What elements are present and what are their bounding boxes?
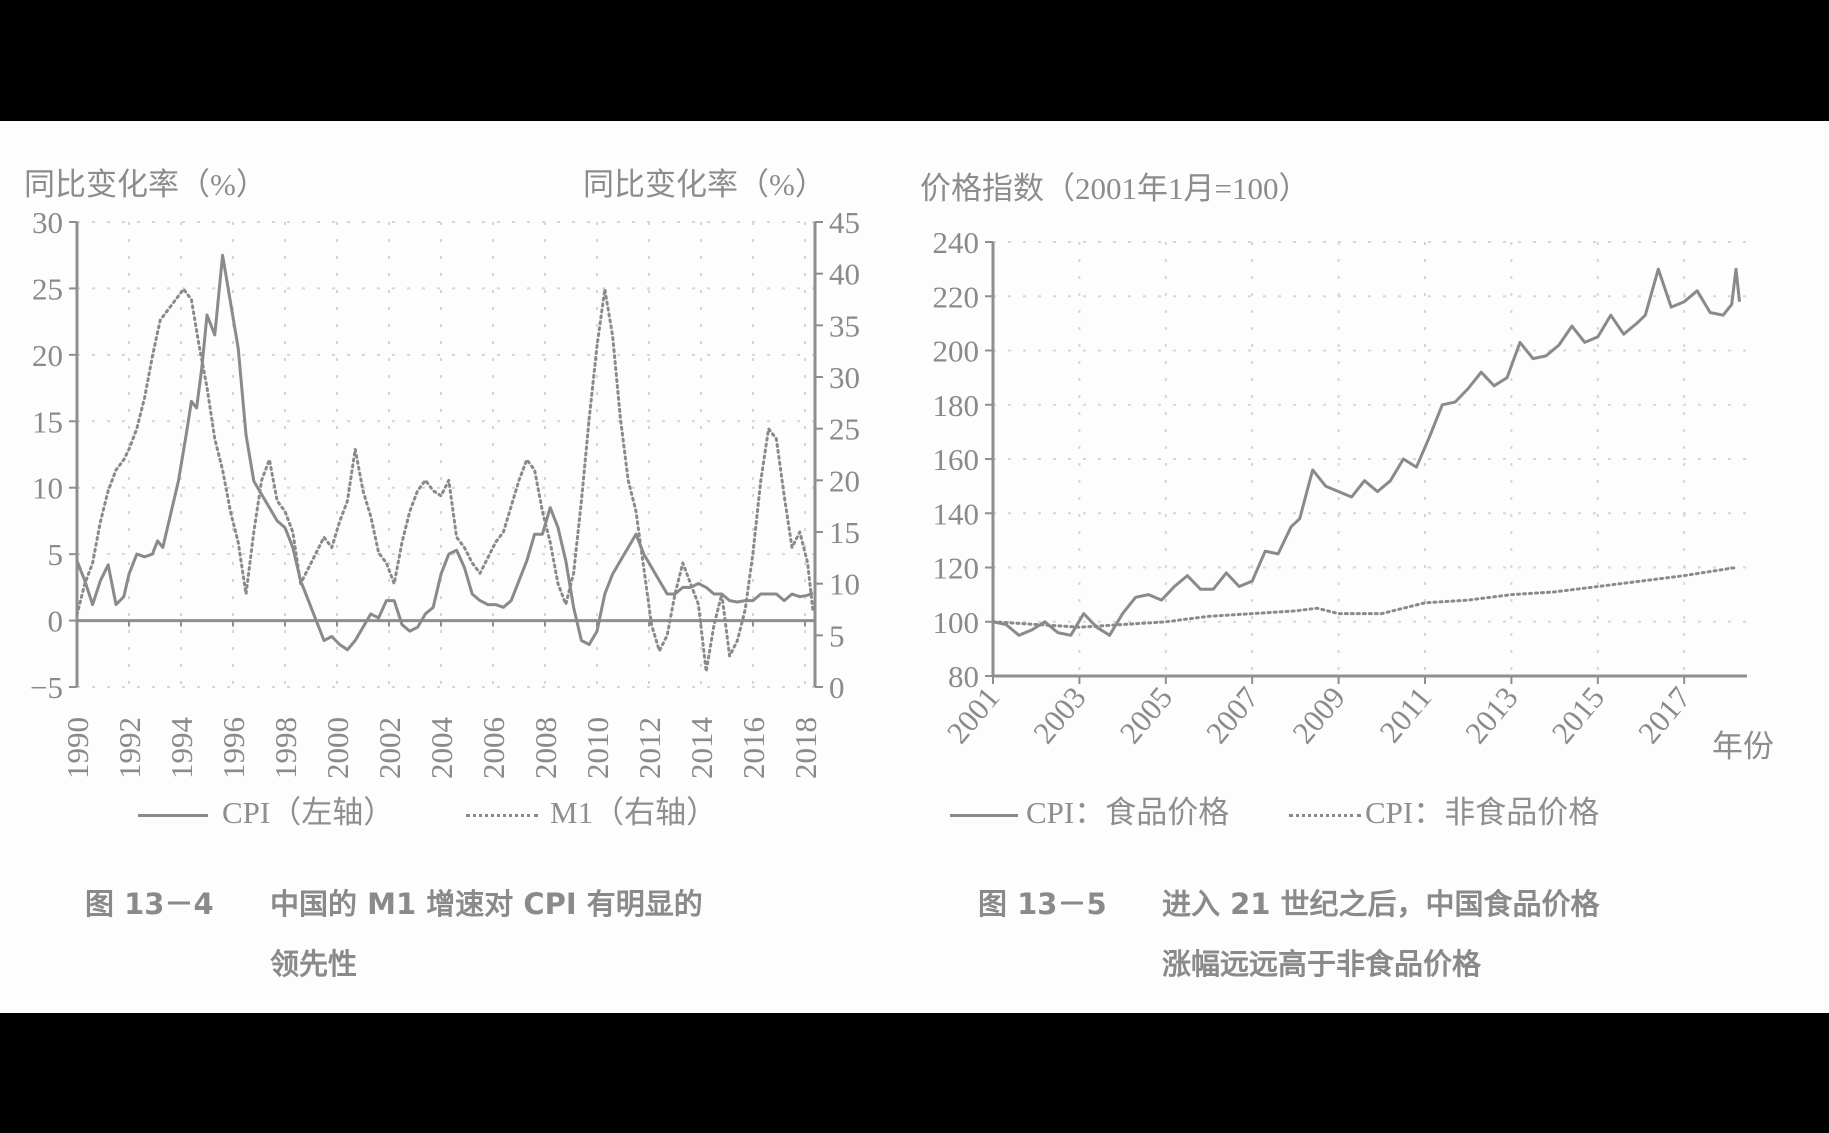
fig2-x-tick-label: 2011	[1372, 680, 1438, 749]
fig1-caption-line2: 领先性	[270, 947, 358, 981]
fig1-left-tick-label: 10	[32, 471, 63, 506]
fig2-legend: CPI：食品价格 CPI：非食品价格	[950, 787, 1599, 832]
solid-line-swatch-icon	[950, 814, 1018, 818]
fig1-left-tick-label: −5	[30, 670, 63, 705]
fig2-y-tick-label: 80	[948, 659, 979, 694]
dotted-line-swatch-icon	[1289, 814, 1361, 818]
fig1-right-tick-label: 15	[829, 515, 860, 550]
fig2-y-tick-label: 160	[933, 442, 980, 477]
legend-m1: M1（右轴）	[550, 795, 718, 830]
fig2-caption-line1: 进入 21 世纪之后，中国食品价格	[1162, 887, 1600, 921]
book-page: 同比变化率（%） 同比变化率（%） CPI（左轴） M1（右轴） 图 13－4 …	[0, 121, 1829, 1013]
fig2-y-tick-label: 220	[933, 279, 980, 314]
fig1-x-tick-label: 2016	[736, 717, 771, 779]
fig1-left-tick-label: 15	[32, 404, 63, 439]
fig1-x-tick-label: 1996	[216, 717, 251, 779]
fig1-right-tick-label: 5	[829, 618, 845, 653]
fig1-right-tick-label: 0	[829, 670, 845, 705]
fig1-x-tick-label: 2004	[424, 717, 459, 780]
dotted-line-swatch-icon	[466, 814, 538, 818]
fig1-left-tick-label: 5	[48, 537, 64, 572]
fig2-x-tick-label: 2009	[1285, 680, 1352, 750]
fig1-x-tick-label: 1992	[112, 717, 147, 779]
fig2-figure-label: 图 13－5	[978, 887, 1107, 921]
fig1-right-tick-label: 20	[829, 463, 860, 498]
fig2-y-tick-label: 180	[933, 388, 980, 423]
fig1-x-tick-label: 1990	[60, 717, 95, 779]
fig2-nonfood-line	[991, 566, 1738, 629]
fig1-x-tick-label: 2014	[684, 717, 719, 780]
fig2-caption-line2: 涨幅远远高于非食品价格	[1162, 947, 1482, 981]
fig2-x-tick-label: 2005	[1112, 680, 1179, 750]
fig1-right-tick-label: 35	[829, 308, 860, 343]
fig2-food-line	[992, 267, 1741, 637]
fig1-m1-line	[75, 287, 815, 673]
fig2-y-tick-label: 200	[933, 334, 980, 369]
fig1-right-tick-label: 40	[829, 257, 860, 292]
fig2-x-tick-label: 2017	[1631, 680, 1698, 750]
fig1-left-tick-label: 20	[32, 338, 63, 373]
fig2-y-tick-label: 140	[933, 496, 980, 531]
fig2-x-tick-label: 2013	[1458, 680, 1525, 750]
fig1-x-tick-label: 2018	[788, 717, 823, 779]
fig1-x-tick-label: 1998	[268, 717, 303, 779]
fig1-right-tick-label: 25	[829, 412, 860, 447]
fig1-x-tick-label: 2008	[528, 717, 563, 779]
charts-canvas: −5 0 5 10 15 20 25 30 0 5 10 15 20 25 30 35 40 45 1990 1992…	[30, 205, 1747, 780]
fig1-figure-label: 图 13－4	[85, 887, 214, 921]
fig1-x-tick-label: 2006	[476, 717, 511, 779]
legend-food: CPI：食品价格	[1026, 795, 1230, 830]
fig1-cpi-line	[75, 253, 814, 652]
fig2-axis-title: 价格指数（2001年1月=100）	[920, 171, 1310, 206]
fig1-x-tick-label: 2012	[632, 717, 667, 779]
fig1-right-tick-label: 10	[829, 567, 860, 602]
fig1-caption-line1: 中国的 M1 增速对 CPI 有明显的	[270, 887, 703, 921]
fig2-x-unit: 年份	[1712, 729, 1774, 764]
fig1-right-axis-title: 同比变化率（%）	[583, 167, 826, 202]
fig2-x-tick-label: 2007	[1199, 680, 1266, 750]
fig1-right-tick-label: 45	[829, 205, 860, 240]
legend-cpi: CPI（左轴）	[222, 795, 395, 830]
fig1-left-tick-label: 25	[32, 271, 63, 306]
fig2-x-tick-label: 2015	[1544, 680, 1611, 750]
fig1-left-axis-title: 同比变化率（%）	[24, 167, 267, 202]
fig1-legend: CPI（左轴） M1（右轴）	[138, 787, 717, 832]
fig2-y-tick-label: 240	[933, 225, 980, 260]
fig2-x-tick-label: 2003	[1026, 680, 1093, 750]
fig1-left-tick-label: 30	[32, 205, 63, 240]
fig1-x-tick-label: 1994	[164, 717, 199, 780]
fig1-x-tick-label: 2000	[320, 717, 355, 779]
fig2-y-tick-label: 120	[933, 551, 980, 586]
fig1-left-tick-label: 0	[48, 604, 64, 639]
solid-line-swatch-icon	[138, 814, 208, 818]
legend-nonfood: CPI：非食品价格	[1365, 795, 1600, 830]
fig1-x-tick-label: 2010	[580, 717, 615, 779]
fig1-x-tick-label: 2002	[372, 717, 407, 779]
fig1-right-tick-label: 30	[829, 360, 860, 395]
fig2-y-tick-label: 100	[933, 605, 980, 640]
